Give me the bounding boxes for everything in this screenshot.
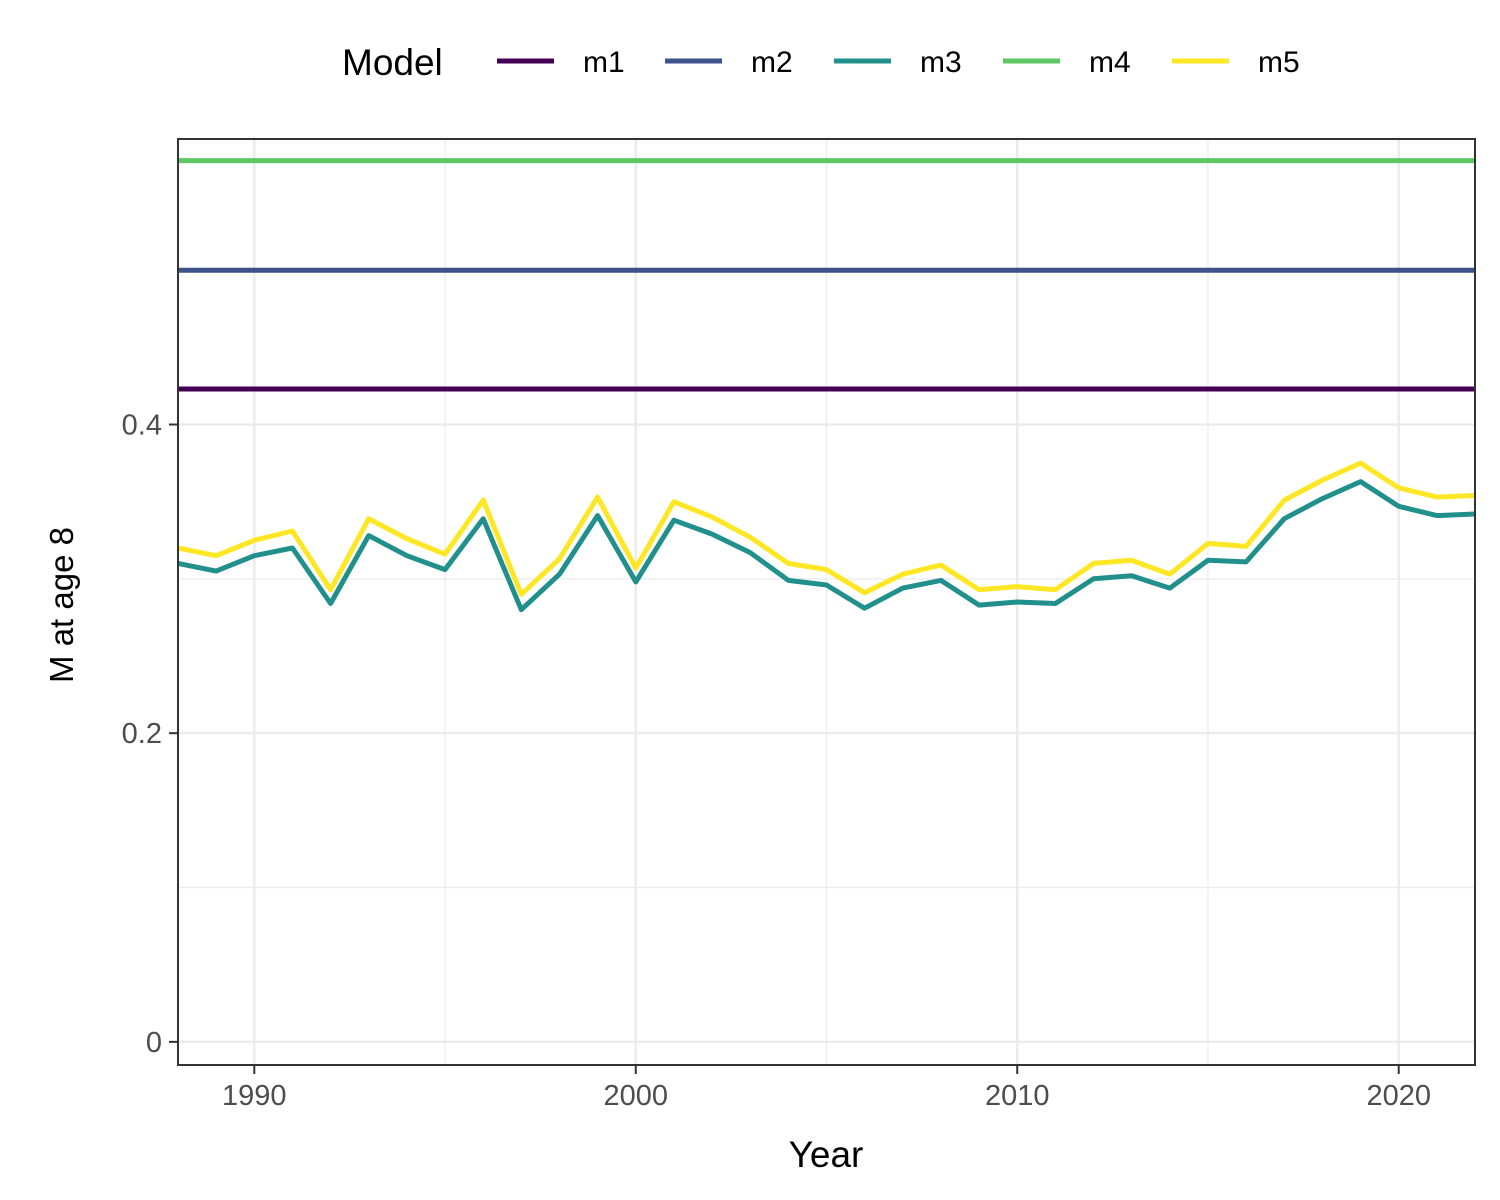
y-tick-label: 0 (146, 1027, 162, 1059)
legend-title: Model (342, 42, 443, 83)
y-axis: 0 0.2 0.4 (122, 410, 178, 1059)
legend-label-m1: m1 (583, 46, 625, 79)
series-line-m3 (177, 479, 1476, 613)
legend-label-m4: m4 (1089, 46, 1131, 79)
series-line-m5 (177, 460, 1476, 597)
x-tick-label: 1990 (222, 1080, 287, 1112)
panel-border (177, 138, 1476, 1066)
legend-label-m2: m2 (751, 46, 793, 79)
x-axis: 1990 2000 2010 2020 (222, 1065, 1431, 1112)
minor-gridlines (178, 139, 1475, 1065)
y-tick-label: 0.2 (122, 718, 162, 750)
x-tick-label: 2020 (1366, 1080, 1431, 1112)
legend: Model m1 m2 m3 m4 m5 (342, 42, 1300, 83)
legend-label-m3: m3 (920, 46, 962, 79)
y-axis-title: M at age 8 (43, 527, 80, 683)
y-tick-label: 0.4 (122, 410, 162, 442)
x-axis-title: Year (789, 1134, 864, 1175)
legend-label-m5: m5 (1258, 46, 1300, 79)
x-tick-label: 2010 (985, 1080, 1050, 1112)
x-tick-label: 2000 (604, 1080, 669, 1112)
series-lines (177, 158, 1476, 613)
